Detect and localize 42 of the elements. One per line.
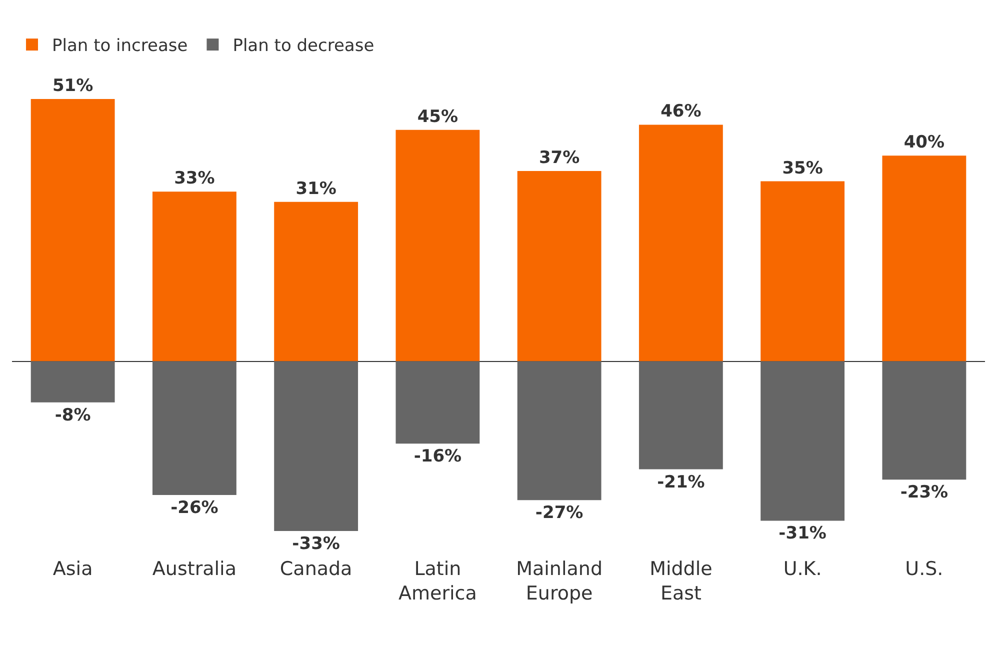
legend-label: Plan to decrease [232,36,374,56]
data-label: -31% [778,524,826,544]
x-tick-label: Middle East [650,558,712,605]
data-label: -33% [292,534,340,554]
data-label: 35% [782,158,823,178]
data-label: -23% [900,482,948,503]
data-label: 46% [660,102,702,122]
x-tick-label: U.S. [905,558,944,580]
bar [152,361,236,495]
bar [396,130,480,362]
bar [760,361,845,521]
data-label: 40% [904,132,945,153]
bar [882,361,966,480]
bar [30,99,115,362]
bar [882,156,966,362]
bar [152,192,236,362]
data-label: -27% [535,503,584,524]
data-label: 45% [417,106,458,127]
bar [760,181,845,362]
bar [396,361,480,444]
data-label: 33% [174,168,215,189]
x-tick-label: Latin America [398,558,477,605]
legend-label: Plan to increase [52,36,188,56]
data-label: 51% [52,76,94,96]
bar [274,361,358,531]
x-tick-label: Asia [52,558,93,580]
data-label: -21% [657,472,705,492]
x-tick-label: Australia [152,558,236,580]
x-tick-label: U.K. [783,558,822,580]
data-label: 31% [296,178,336,199]
bar [274,202,358,362]
bar [517,361,602,500]
bar [517,171,602,362]
data-label: -8% [54,405,91,426]
bar [638,361,723,470]
x-tick-label: Mainland Europe [516,558,603,605]
data-label: -16% [414,446,462,467]
x-tick-label: Canada [280,558,352,580]
bar [30,361,115,402]
bar [638,124,723,362]
data-label: -26% [170,498,218,518]
data-label: 37% [538,148,580,168]
